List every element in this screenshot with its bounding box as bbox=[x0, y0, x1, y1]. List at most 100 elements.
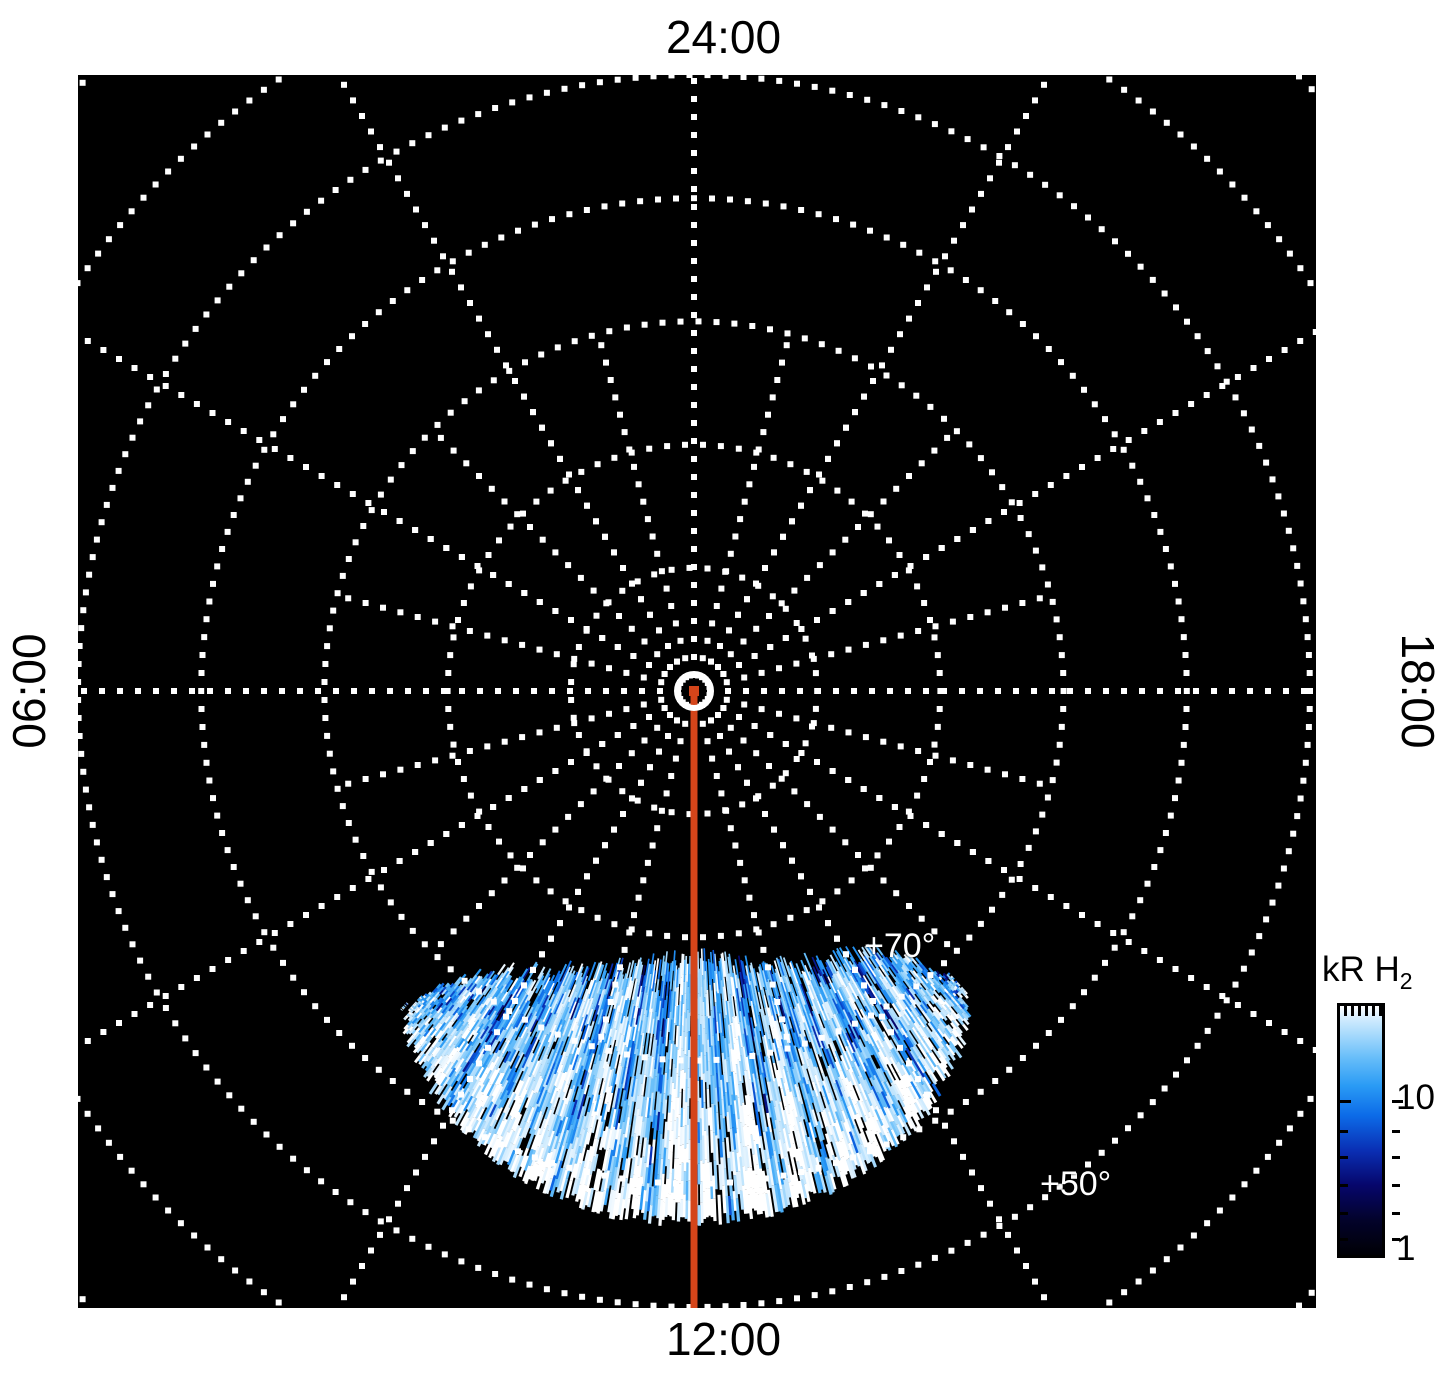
aurora-bin bbox=[449, 1012, 459, 1023]
aurora-bin bbox=[957, 1004, 963, 1011]
aurora-bin bbox=[762, 1093, 769, 1114]
aurora-bin bbox=[949, 998, 958, 1007]
grid-dot bbox=[760, 946, 767, 953]
aurora-bin bbox=[633, 1095, 640, 1117]
aurora-bin bbox=[831, 1015, 841, 1032]
grid-dot bbox=[964, 1239, 971, 1246]
aurora-bin bbox=[488, 1009, 497, 1021]
aurora-bin bbox=[813, 997, 821, 1012]
aurora-bin bbox=[654, 1053, 660, 1077]
aurora-bin bbox=[640, 1096, 646, 1117]
grid-dot bbox=[287, 921, 294, 927]
aurora-bin bbox=[533, 1158, 544, 1182]
aurora-bin bbox=[535, 1033, 547, 1056]
grid-dot bbox=[172, 1020, 179, 1027]
grid-dot bbox=[575, 487, 581, 494]
aurora-bin bbox=[842, 1018, 852, 1034]
grid-dot bbox=[1111, 944, 1118, 951]
aurora-bin bbox=[780, 1184, 788, 1208]
aurora-bin bbox=[475, 977, 484, 988]
aurora-bin bbox=[491, 1020, 502, 1036]
grid-dot bbox=[531, 221, 538, 228]
aurora-bin bbox=[508, 1026, 518, 1041]
aurora-bin bbox=[537, 984, 545, 997]
grid-dot bbox=[691, 636, 697, 642]
grid-dot bbox=[488, 485, 495, 492]
grid-dot bbox=[782, 741, 789, 747]
aurora-bin bbox=[710, 1045, 715, 1076]
aurora-bin bbox=[828, 1099, 838, 1120]
aurora-bin bbox=[851, 982, 860, 996]
aurora-bin bbox=[472, 1045, 483, 1060]
aurora-bin bbox=[831, 977, 839, 990]
aurora-bin bbox=[576, 1116, 585, 1138]
grid-dot bbox=[1269, 476, 1276, 483]
grid-dot bbox=[731, 1055, 738, 1062]
grid-dot bbox=[427, 536, 434, 542]
aurora-bin bbox=[524, 1164, 534, 1185]
aurora-bin bbox=[646, 1098, 652, 1118]
aurora-bin bbox=[651, 1187, 657, 1217]
aurora-bin bbox=[860, 1021, 869, 1035]
grid-dot bbox=[263, 1131, 270, 1138]
aurora-bin bbox=[716, 966, 720, 990]
aurora-bin bbox=[453, 1033, 463, 1046]
aurora-bin bbox=[494, 1001, 504, 1015]
aurora-bin bbox=[898, 1011, 910, 1027]
aurora-bin bbox=[423, 1022, 430, 1030]
grid-dot bbox=[601, 1172, 608, 1179]
grid-dot bbox=[583, 207, 590, 213]
grid-dot bbox=[804, 801, 811, 808]
aurora-bin bbox=[901, 964, 908, 972]
aurora-bin bbox=[434, 1000, 440, 1006]
aurora-bin bbox=[863, 1090, 873, 1107]
grid-dot bbox=[1025, 531, 1032, 538]
aurora-bin bbox=[604, 1086, 611, 1105]
aurora-bin bbox=[777, 1104, 785, 1129]
grid-dot bbox=[969, 206, 975, 213]
aurora-bin bbox=[786, 1070, 795, 1097]
aurora-bin bbox=[465, 1047, 474, 1058]
aurora-bin bbox=[412, 1031, 421, 1041]
aurora-bin bbox=[905, 1047, 917, 1064]
aurora-bin bbox=[482, 973, 489, 982]
aurora-bin bbox=[825, 959, 835, 975]
aurora-bin bbox=[642, 1117, 647, 1138]
grid-dot bbox=[691, 96, 697, 102]
grid-dot bbox=[744, 198, 751, 205]
aurora-bin bbox=[932, 1011, 941, 1022]
aurora-bin bbox=[646, 1076, 652, 1098]
aurora-bin bbox=[754, 1005, 762, 1032]
aurora-bin bbox=[962, 1023, 969, 1031]
grid-dot bbox=[485, 824, 492, 830]
grid-dot bbox=[1183, 688, 1190, 694]
aurora-bin bbox=[406, 1013, 411, 1017]
grid-dot bbox=[852, 966, 858, 973]
aurora-bin bbox=[509, 977, 519, 991]
aurora-bin bbox=[902, 1034, 912, 1048]
aurora-bin bbox=[747, 1012, 755, 1042]
aurora-bin bbox=[934, 1066, 946, 1082]
aurora-bin bbox=[547, 1113, 558, 1137]
grid-dot bbox=[996, 153, 1003, 159]
aurora-bin bbox=[925, 1036, 934, 1049]
aurora-bin bbox=[736, 1128, 742, 1158]
grid-dot bbox=[947, 1108, 954, 1115]
aurora-bin bbox=[563, 1030, 574, 1052]
aurora-bin bbox=[632, 1136, 639, 1158]
aurora-bin bbox=[544, 1059, 553, 1077]
aurora-bin bbox=[944, 1057, 954, 1070]
grid-dot bbox=[365, 876, 372, 882]
aurora-bin bbox=[881, 983, 892, 999]
aurora-bin bbox=[581, 1191, 589, 1210]
aurora-bin bbox=[741, 997, 748, 1025]
grid-dot bbox=[977, 688, 983, 694]
grid-dot bbox=[1091, 974, 1098, 981]
aurora-bin bbox=[907, 963, 914, 972]
grid-dot bbox=[916, 249, 923, 256]
grid-dot bbox=[362, 166, 369, 173]
aurora-bin bbox=[621, 1017, 627, 1035]
aurora-bin bbox=[585, 1174, 592, 1193]
aurora-bin bbox=[480, 1078, 490, 1093]
grid-dot bbox=[1219, 993, 1226, 999]
